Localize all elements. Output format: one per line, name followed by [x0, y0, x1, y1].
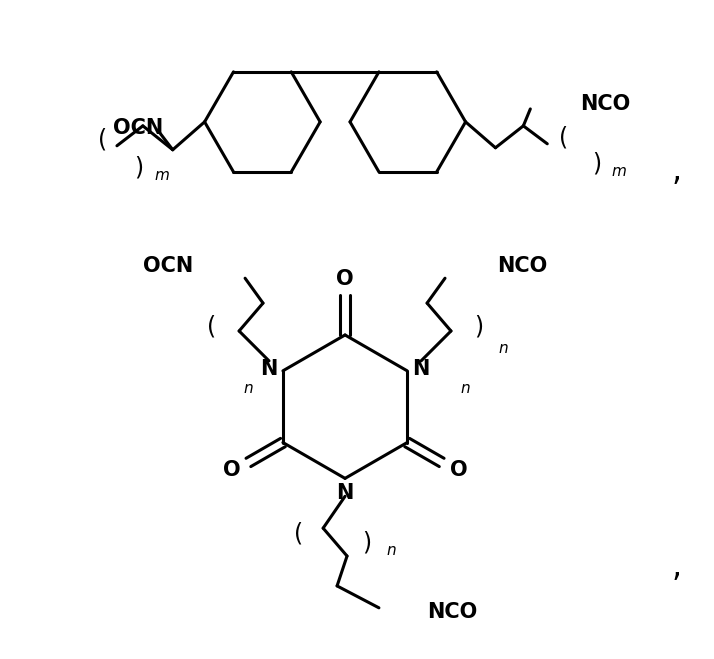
Text: O: O [336, 270, 354, 289]
Text: N: N [413, 359, 430, 379]
Text: ): ) [363, 530, 371, 554]
Text: (: ( [99, 128, 108, 152]
Text: NCO: NCO [580, 94, 630, 114]
Text: N: N [336, 483, 353, 503]
Text: n: n [498, 341, 508, 357]
Text: OCN: OCN [143, 256, 193, 276]
Text: O: O [450, 460, 468, 480]
Text: (: ( [558, 126, 568, 150]
Text: O: O [223, 460, 240, 480]
Text: N: N [261, 359, 278, 379]
Text: m: m [154, 168, 169, 183]
Text: NCO: NCO [497, 256, 547, 276]
Text: (: ( [293, 521, 303, 545]
Text: ): ) [134, 156, 144, 180]
Text: ,: , [672, 552, 682, 583]
Text: n: n [243, 382, 253, 396]
Text: NCO: NCO [427, 602, 477, 622]
Text: n: n [386, 542, 396, 558]
Text: ): ) [474, 314, 483, 338]
Text: (: ( [206, 314, 216, 338]
Text: ,: , [672, 156, 682, 187]
Text: ): ) [593, 152, 602, 176]
Text: OCN: OCN [113, 118, 164, 138]
Text: m: m [611, 164, 626, 179]
Text: n: n [460, 382, 470, 396]
